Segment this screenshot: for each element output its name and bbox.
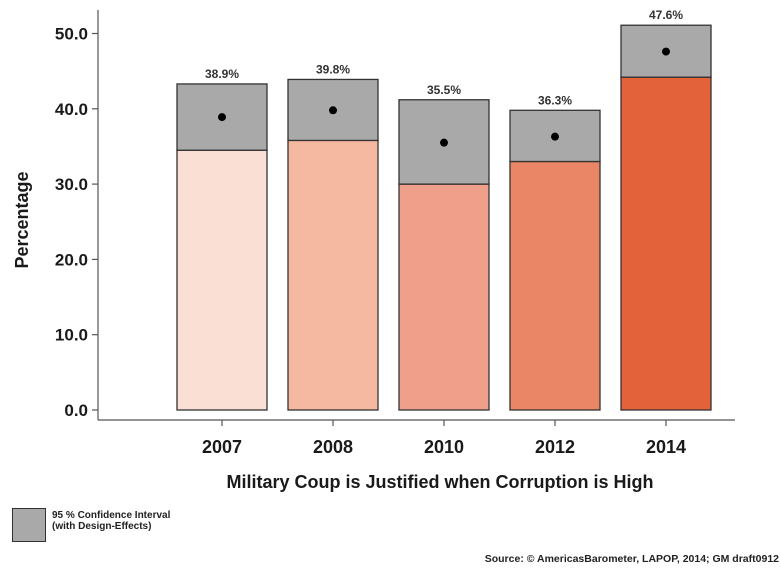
y-axis-title: Percentage — [12, 171, 32, 268]
bar — [398, 183, 490, 411]
point-estimate — [662, 47, 670, 56]
y-tick-label: 0.0 — [64, 401, 88, 420]
point-estimate — [551, 132, 559, 141]
data-label: 35.5% — [427, 83, 461, 97]
bar — [509, 160, 601, 411]
data-label: 38.9% — [205, 67, 239, 81]
point-estimate — [329, 106, 337, 115]
y-axis: 0.0 10.0 20.0 30.0 40.0 50.0 — [55, 10, 99, 420]
ci-box — [620, 24, 712, 78]
data-label: 47.6% — [649, 8, 683, 22]
legend: 95 % Confidence Interval (with Design-Ef… — [12, 508, 170, 542]
bar-chart: 0.0 10.0 20.0 30.0 40.0 50.0 2007 2008 2010 2012… — [12, 8, 735, 492]
y-tick-label: 30.0 — [55, 175, 88, 194]
legend-ci-label-line1: 95 % Confidence Interval — [52, 510, 171, 521]
y-tick-label: 20.0 — [55, 250, 88, 269]
x-axis: 2007 2008 2010 2012 2014 — [98, 419, 735, 457]
point-estimate — [440, 138, 448, 147]
source-note: Source: © AmericasBarometer, LAPOP, 2014… — [484, 553, 779, 565]
x-tick-label: 2008 — [313, 437, 353, 457]
bar — [176, 149, 268, 411]
data-label: 36.3% — [538, 93, 572, 107]
bar — [287, 139, 379, 411]
y-tick-label: 40.0 — [55, 100, 88, 119]
point-estimate — [218, 113, 226, 122]
x-tick-label: 2014 — [646, 437, 686, 457]
legend-ci-swatch — [12, 508, 46, 542]
x-tick-label: 2012 — [535, 437, 575, 457]
y-tick-label: 50.0 — [55, 25, 88, 44]
legend-ci-label: 95 % Confidence Interval (with Design-Ef… — [52, 510, 170, 532]
bar-series: 38.9% 39.8% 35.5% 36.3% 47.6% — [176, 8, 712, 411]
data-label: 39.8% — [316, 62, 350, 76]
x-tick-label: 2010 — [424, 437, 464, 457]
y-tick-label: 10.0 — [55, 326, 88, 345]
x-axis-title: Military Coup is Justified when Corrupti… — [226, 472, 653, 492]
bar — [620, 76, 712, 411]
legend-ci-label-line2: (with Design-Effects) — [52, 521, 152, 532]
x-tick-label: 2007 — [202, 437, 242, 457]
